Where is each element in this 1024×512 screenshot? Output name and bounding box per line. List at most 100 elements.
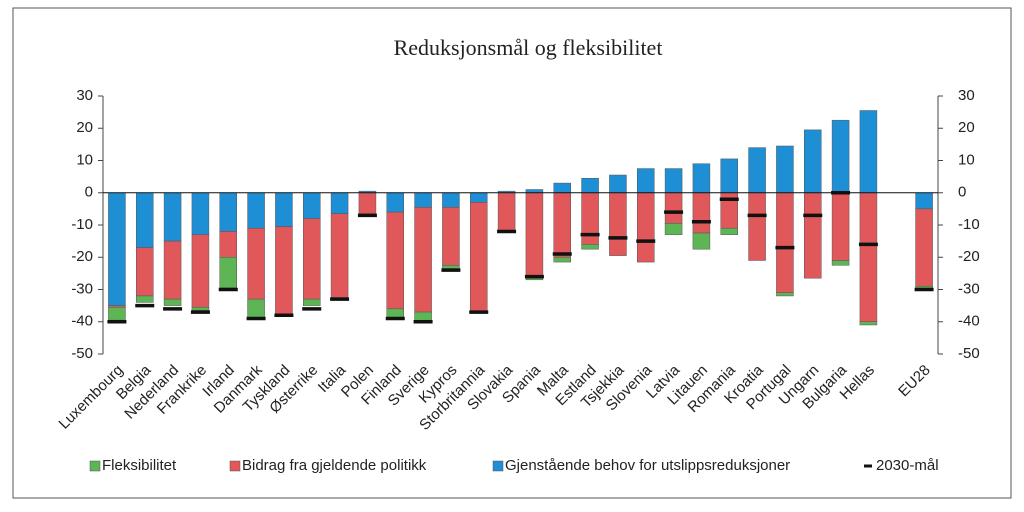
y-tick-label: -50 — [71, 345, 93, 362]
bar-segment — [358, 192, 377, 214]
y2-tick-label: -10 — [958, 216, 980, 233]
bar-segment — [414, 207, 432, 313]
bar-segment — [831, 119, 850, 193]
bar-segment — [831, 192, 850, 261]
bar-segment — [470, 202, 488, 313]
bar-segment — [163, 192, 182, 242]
bar-segment — [136, 192, 154, 248]
bar-segment — [804, 192, 822, 279]
y-tick-label: -20 — [71, 248, 93, 265]
bar-segment — [525, 192, 544, 279]
chart-title: Reduksjonsmål og fleksibilitet — [394, 35, 663, 60]
bar-segment — [609, 192, 627, 256]
bar-segment — [470, 192, 488, 203]
bar-segment — [553, 182, 571, 193]
y2-tick-label: 20 — [958, 119, 975, 136]
bar-segment — [219, 231, 237, 258]
bar-segment — [330, 192, 349, 214]
bar-segment — [692, 163, 711, 194]
y2-tick-label: 10 — [958, 151, 975, 168]
bar-segment — [191, 234, 210, 308]
y2-tick-label: -20 — [958, 248, 980, 265]
bar-segment — [804, 129, 822, 194]
bar-segment — [581, 192, 599, 245]
legend-label: 2030-mål — [876, 457, 939, 474]
bar-segment — [136, 247, 154, 297]
bar-segment — [191, 192, 210, 235]
x-tick-label: Luxembourg — [56, 362, 127, 433]
bar-segment — [776, 192, 794, 293]
bar-segment — [247, 192, 265, 229]
bar-segment — [219, 257, 237, 289]
bar-segment — [748, 147, 766, 194]
legend-swatch — [89, 460, 101, 472]
bar-segment — [664, 168, 683, 193]
bar-segment — [442, 207, 460, 266]
bar-segment — [442, 192, 460, 208]
bar-segment — [915, 208, 933, 287]
bar-segment — [219, 192, 237, 232]
bar-segment — [776, 292, 794, 297]
bar-segment — [414, 192, 432, 208]
bar-segment — [581, 244, 599, 250]
bar-segment — [275, 192, 293, 227]
bar-segment — [303, 192, 321, 219]
bar-segment — [330, 213, 349, 298]
bar-segment — [303, 218, 321, 300]
y2-tick-label: -50 — [958, 345, 980, 362]
bar-segment — [136, 295, 154, 303]
bar-segment — [247, 298, 265, 319]
legend-label: Gjenstående behov for utslippsreduksjone… — [505, 457, 790, 474]
y-tick-label: 10 — [76, 151, 93, 168]
y2-tick-label: 30 — [958, 87, 975, 104]
bar-segment — [831, 260, 850, 266]
bar-segment — [163, 240, 182, 300]
bar-segment — [303, 298, 321, 306]
bar-segment — [859, 110, 878, 193]
bar-segment — [386, 211, 404, 310]
x-tick-label: EU28 — [895, 362, 934, 401]
bar-segment — [748, 192, 766, 261]
bar-segment — [692, 192, 711, 234]
legend-label: Bidrag fra gjeldende politikk — [242, 457, 427, 474]
bar-segment — [108, 306, 126, 321]
y-tick-label: 20 — [76, 119, 93, 136]
legend-swatch — [229, 460, 241, 472]
bar-segment — [692, 232, 711, 250]
bar-segment — [581, 177, 599, 194]
bar-segment — [191, 306, 210, 311]
y-tick-label: -10 — [71, 216, 93, 233]
bar-segment — [637, 192, 655, 263]
y2-tick-label: -40 — [958, 313, 980, 330]
bar-segment — [553, 192, 571, 258]
bar-segment — [108, 192, 126, 306]
bar-segment — [275, 226, 293, 316]
bar-segment — [442, 265, 460, 269]
bar-segment — [553, 257, 571, 263]
y2-tick-label: 0 — [958, 184, 966, 201]
bar-segment — [247, 227, 265, 300]
bar-segment — [859, 321, 878, 326]
bar-segment — [609, 174, 627, 193]
bar-segment — [720, 227, 738, 235]
y-tick-label: 0 — [85, 184, 93, 201]
bar-segment — [163, 298, 182, 306]
bar-segment — [915, 192, 933, 210]
frame — [12, 7, 1012, 499]
bar-segment — [497, 192, 516, 232]
y-tick-label: -40 — [71, 313, 93, 330]
bar-segment — [664, 192, 683, 224]
legend-label: Fleksibilitet — [102, 457, 177, 474]
bar-segment — [386, 192, 404, 213]
y2-tick-label: -30 — [958, 280, 980, 297]
bar-segment — [720, 158, 738, 193]
bar-segment — [776, 145, 794, 194]
bar-segment — [525, 277, 544, 281]
bar-segment — [637, 168, 655, 193]
y-tick-label: 30 — [76, 87, 93, 104]
y-tick-label: -30 — [71, 280, 93, 297]
legend-swatch — [492, 460, 504, 472]
bar-segment — [664, 223, 683, 235]
